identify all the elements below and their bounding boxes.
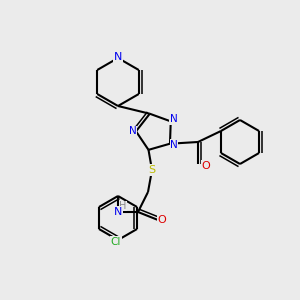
- Text: H: H: [119, 201, 127, 211]
- Text: O: O: [158, 215, 166, 225]
- Text: N: N: [129, 126, 137, 136]
- Text: N: N: [170, 114, 178, 124]
- Text: O: O: [202, 161, 210, 171]
- Text: N: N: [114, 52, 122, 62]
- Text: N: N: [170, 140, 178, 150]
- Text: N: N: [114, 207, 122, 217]
- Text: Cl: Cl: [111, 237, 121, 247]
- Text: S: S: [148, 165, 156, 175]
